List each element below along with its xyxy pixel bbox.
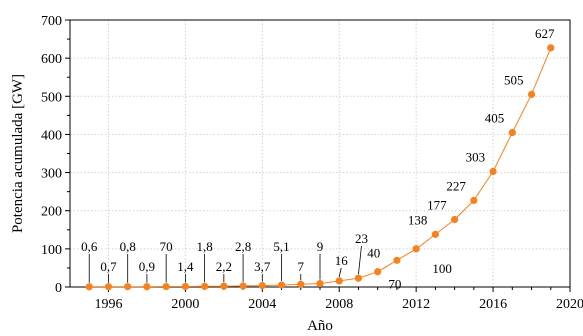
- data-point: [547, 44, 555, 52]
- data-point: [277, 281, 286, 289]
- x-tick-label: 2008: [325, 297, 353, 312]
- data-points: [85, 44, 555, 291]
- data-point: [316, 279, 324, 288]
- data-label: 303: [466, 149, 486, 164]
- data-label: 0,7: [100, 259, 117, 274]
- data-point: [412, 245, 420, 253]
- data-label: 405: [485, 111, 505, 126]
- data-label: 3,7: [254, 259, 271, 274]
- data-label: 40: [367, 246, 380, 261]
- x-tick-label: 2020: [556, 297, 583, 312]
- data-point: [162, 282, 170, 291]
- data-point: [201, 282, 209, 290]
- data-point: [508, 128, 516, 137]
- data-label: 70: [160, 239, 173, 254]
- data-point: [104, 283, 113, 291]
- data-point: [297, 280, 305, 288]
- data-label: 16: [335, 253, 349, 268]
- data-point: [393, 256, 401, 264]
- data-label: 2,8: [235, 239, 251, 254]
- x-tick-label: 2016: [479, 297, 507, 312]
- data-point: [431, 230, 439, 238]
- data-label: 0,8: [120, 239, 136, 254]
- data-label: 100: [432, 261, 452, 276]
- data-point: [181, 282, 189, 291]
- data-labels: 0,60,70,80,9701,41,82,22,83,75,179162340…: [81, 26, 555, 291]
- data-label: 627: [535, 26, 555, 41]
- data-label: 505: [504, 72, 524, 87]
- y-tick-label: 700: [41, 14, 62, 29]
- x-tick-label: 2000: [171, 297, 199, 312]
- data-label: 2,2: [216, 259, 232, 274]
- y-tick-label: 400: [41, 128, 62, 143]
- y-tick-label: 200: [41, 205, 62, 220]
- data-point: [451, 215, 459, 224]
- data-label: 9: [317, 239, 324, 254]
- data-label: 0,6: [81, 239, 98, 254]
- data-label: 1,4: [177, 259, 194, 274]
- data-point: [335, 277, 343, 285]
- y-axis-label: Potencia acumulada [GW]: [10, 74, 26, 233]
- data-label: 0,9: [139, 259, 155, 274]
- data-label: 23: [355, 231, 368, 246]
- data-point: [220, 282, 228, 290]
- leader-line: [338, 267, 342, 277]
- data-label: 7: [298, 259, 305, 274]
- y-tick-label: 0: [55, 281, 62, 296]
- data-point: [258, 281, 266, 290]
- data-label: 138: [408, 212, 428, 227]
- data-point: [374, 268, 382, 276]
- x-tick-label: 2012: [402, 297, 430, 312]
- data-label: 70: [388, 276, 401, 291]
- y-axis-ticks: 0 100 200 300 400 500 600 700: [41, 14, 70, 296]
- data-point: [527, 90, 536, 98]
- data-point: [143, 283, 151, 291]
- leader-line: [358, 245, 362, 275]
- y-tick-label: 600: [41, 52, 62, 67]
- data-point: [239, 282, 247, 290]
- data-point: [85, 283, 93, 291]
- x-axis-ticks: 1996 2000 2004 2008 2012 2016 2020: [88, 287, 583, 312]
- y-tick-label: 300: [41, 167, 62, 182]
- x-tick-label: 1996: [94, 297, 122, 312]
- data-label: 227: [446, 178, 466, 193]
- data-point: [124, 283, 132, 291]
- x-tick-label: 2004: [248, 297, 276, 312]
- data-label: 1,8: [196, 239, 212, 254]
- data-label: 5,1: [273, 239, 289, 254]
- y-tick-label: 500: [41, 90, 62, 105]
- data-point: [354, 274, 363, 282]
- data-point: [489, 167, 497, 176]
- x-axis-label: Año: [307, 318, 333, 334]
- y-tick-label: 100: [41, 243, 62, 258]
- data-label: 177: [427, 197, 447, 212]
- data-point: [470, 196, 478, 205]
